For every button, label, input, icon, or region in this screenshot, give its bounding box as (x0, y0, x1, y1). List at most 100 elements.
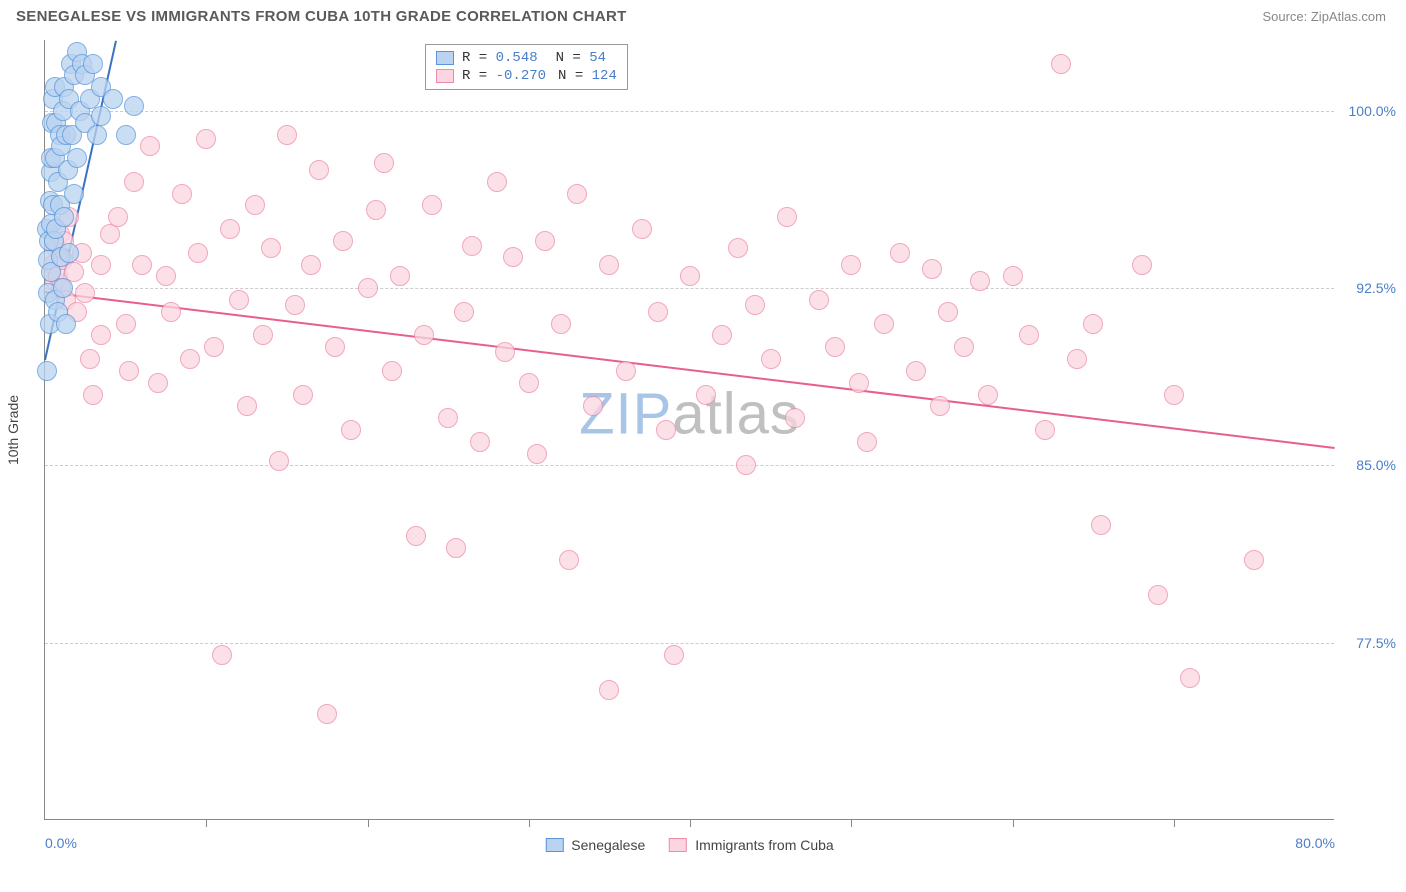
data-point (285, 295, 305, 315)
data-point (366, 200, 386, 220)
data-point (1067, 349, 1087, 369)
data-point (825, 337, 845, 357)
data-point (1244, 550, 1264, 570)
data-point (487, 172, 507, 192)
data-point (1051, 54, 1071, 74)
data-point (470, 432, 490, 452)
gridline (45, 465, 1334, 466)
data-point (559, 550, 579, 570)
trend-line (45, 291, 1335, 449)
data-point (1180, 668, 1200, 688)
y-axis-label: 10th Grade (5, 394, 21, 464)
data-point (495, 342, 515, 362)
data-point (374, 153, 394, 173)
data-point (156, 266, 176, 286)
data-point (293, 385, 313, 405)
stats-legend: R = 0.548 N = 54 R = -0.270 N = 124 (425, 44, 628, 90)
data-point (736, 455, 756, 475)
legend-item-senegalese: Senegalese (545, 837, 645, 853)
legend-item-cuba: Immigrants from Cuba (669, 837, 833, 853)
data-point (119, 361, 139, 381)
data-point (59, 243, 79, 263)
data-point (1003, 266, 1023, 286)
data-point (503, 247, 523, 267)
data-point (172, 184, 192, 204)
swatch-cuba (669, 838, 687, 852)
data-point (938, 302, 958, 322)
data-point (446, 538, 466, 558)
data-point (712, 325, 732, 345)
data-point (930, 396, 950, 416)
data-point (696, 385, 716, 405)
data-point (53, 278, 73, 298)
data-point (954, 337, 974, 357)
data-point (1132, 255, 1152, 275)
legend-row-cuba: R = -0.270 N = 124 (436, 67, 617, 85)
data-point (583, 396, 603, 416)
data-point (841, 255, 861, 275)
gridline (45, 111, 1334, 112)
data-point (75, 283, 95, 303)
x-tick-label: 0.0% (45, 835, 77, 851)
data-point (83, 54, 103, 74)
data-point (527, 444, 547, 464)
data-point (196, 129, 216, 149)
data-point (616, 361, 636, 381)
data-point (116, 125, 136, 145)
data-point (108, 207, 128, 227)
data-point (301, 255, 321, 275)
legend-row-senegalese: R = 0.548 N = 54 (436, 49, 617, 67)
y-tick-label: 85.0% (1341, 457, 1396, 473)
data-point (83, 385, 103, 405)
data-point (317, 704, 337, 724)
data-point (358, 278, 378, 298)
data-point (245, 195, 265, 215)
x-tick (206, 819, 207, 827)
data-point (906, 361, 926, 381)
data-point (1083, 314, 1103, 334)
x-tick (1013, 819, 1014, 827)
swatch-senegalese (545, 838, 563, 852)
x-tick (529, 819, 530, 827)
data-point (728, 238, 748, 258)
data-point (438, 408, 458, 428)
data-point (857, 432, 877, 452)
data-point (1091, 515, 1111, 535)
data-point (237, 396, 257, 416)
data-point (745, 295, 765, 315)
data-point (261, 238, 281, 258)
scatter-chart: 10th Grade ZIPatlas R = 0.548 N = 54 R =… (44, 40, 1334, 820)
data-point (970, 271, 990, 291)
data-point (124, 172, 144, 192)
data-point (54, 207, 74, 227)
data-point (333, 231, 353, 251)
swatch-cuba (436, 69, 454, 83)
data-point (648, 302, 668, 322)
data-point (454, 302, 474, 322)
data-point (656, 420, 676, 440)
source-attribution: Source: ZipAtlas.com (1262, 9, 1386, 24)
data-point (535, 231, 555, 251)
data-point (180, 349, 200, 369)
data-point (519, 373, 539, 393)
y-tick-label: 77.5% (1341, 635, 1396, 651)
data-point (1019, 325, 1039, 345)
data-point (632, 219, 652, 239)
data-point (161, 302, 181, 322)
data-point (978, 385, 998, 405)
data-point (277, 125, 297, 145)
data-point (777, 207, 797, 227)
data-point (204, 337, 224, 357)
y-tick-label: 100.0% (1341, 103, 1396, 119)
x-tick (368, 819, 369, 827)
data-point (140, 136, 160, 156)
data-point (390, 266, 410, 286)
data-point (325, 337, 345, 357)
data-point (422, 195, 442, 215)
data-point (148, 373, 168, 393)
data-point (462, 236, 482, 256)
x-tick (1174, 819, 1175, 827)
data-point (382, 361, 402, 381)
data-point (406, 526, 426, 546)
swatch-senegalese (436, 51, 454, 65)
